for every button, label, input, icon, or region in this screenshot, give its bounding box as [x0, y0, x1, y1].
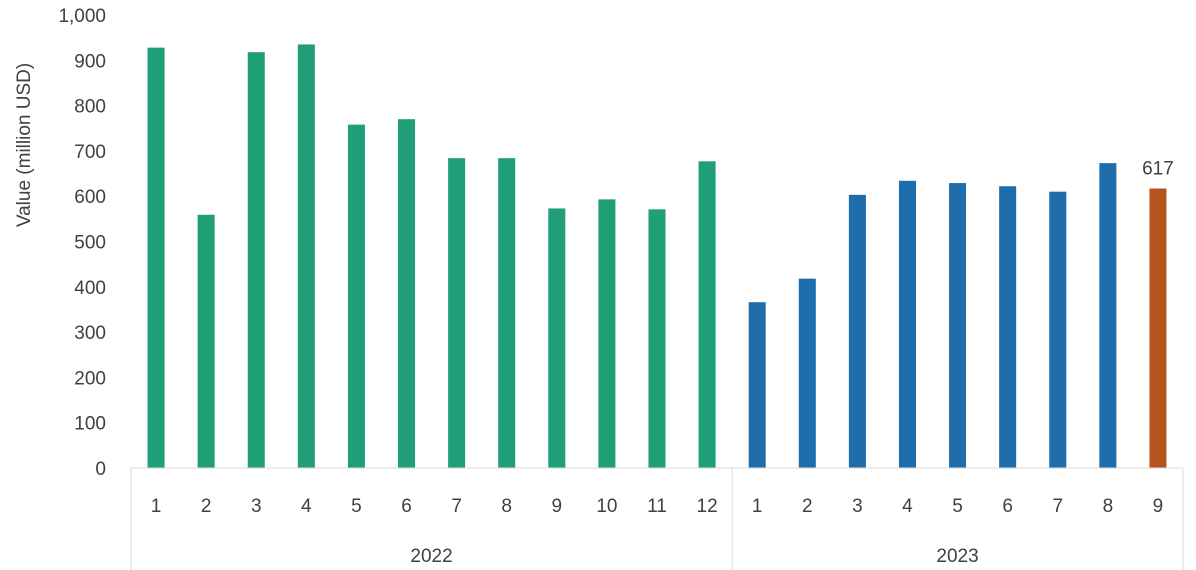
x-tick-label: 2 [802, 496, 813, 517]
group-label: 2022 [410, 546, 452, 567]
y-axis-label: Value (million USD) [14, 63, 35, 227]
bar [398, 119, 416, 468]
bar [1099, 163, 1117, 469]
x-tick-label: 1 [151, 496, 162, 517]
y-tick-label: 0 [95, 459, 106, 480]
data-labels: 617 [1142, 158, 1174, 179]
x-tick-label: 5 [351, 496, 362, 517]
y-tick-label: 200 [74, 368, 106, 389]
y-tick-label: 700 [74, 142, 106, 163]
bar [1149, 188, 1167, 468]
bar [698, 161, 716, 468]
x-tick-label: 7 [1052, 496, 1063, 517]
bar [648, 209, 666, 468]
x-tick-label: 12 [697, 496, 718, 517]
x-tick-label: 3 [251, 496, 262, 517]
y-tick-label: 600 [74, 187, 106, 208]
bar [748, 302, 766, 468]
x-tick-label: 5 [952, 496, 963, 517]
bar [247, 52, 265, 469]
bar [197, 214, 215, 468]
x-tick-label: 9 [1153, 496, 1164, 517]
bar [548, 208, 566, 468]
bars [147, 44, 1167, 469]
bar [1049, 191, 1067, 469]
y-tick-label: 100 [74, 414, 106, 435]
x-tick-label: 1 [752, 496, 763, 517]
x-tick-label: 7 [451, 496, 462, 517]
group-label: 2023 [936, 546, 978, 567]
bar [999, 186, 1017, 468]
x-tick-label: 10 [596, 496, 617, 517]
x-tick-label: 4 [902, 496, 913, 517]
bar [448, 158, 466, 468]
bar [949, 183, 967, 469]
x-tick-label: 3 [852, 496, 863, 517]
bar [598, 199, 616, 468]
y-axis-ticks: 0 100 200 300 400 500 600 700 800 900 1,000 [58, 6, 106, 480]
x-tick-label: 8 [501, 496, 512, 517]
y-tick-label: 900 [74, 51, 106, 72]
y-tick-label: 400 [74, 278, 106, 299]
bar [498, 158, 516, 468]
x-tick-label: 4 [301, 496, 312, 517]
bar [147, 47, 165, 469]
y-tick-label: 300 [74, 323, 106, 344]
x-tick-label: 6 [1002, 496, 1013, 517]
x-tick-label: 2 [201, 496, 212, 517]
x-tick-label: 6 [401, 496, 412, 517]
bar [848, 194, 866, 468]
bar [297, 44, 315, 468]
bar [898, 180, 916, 468]
y-tick-label: 500 [74, 233, 106, 254]
x-tick-label: 9 [552, 496, 563, 517]
bar [798, 278, 816, 468]
y-tick-label: 1,000 [58, 6, 106, 27]
y-tick-label: 800 [74, 97, 106, 118]
x-tick-label: 11 [647, 496, 667, 517]
bar [347, 124, 365, 468]
data-label: 617 [1142, 158, 1174, 179]
x-tick-label: 8 [1103, 496, 1114, 517]
